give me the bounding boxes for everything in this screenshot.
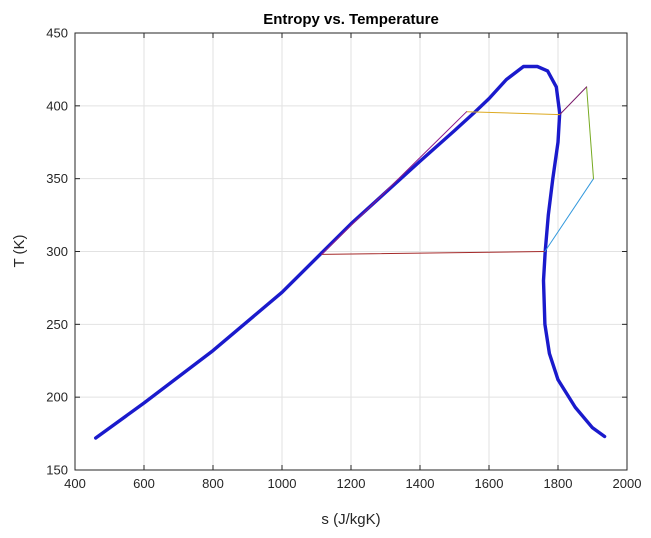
y-axis-label: T (K) <box>11 234 28 267</box>
x-tick-label: 800 <box>202 476 224 491</box>
x-tick-label: 1600 <box>475 476 504 491</box>
x-tick-label: 600 <box>133 476 155 491</box>
y-tick-label: 300 <box>46 244 68 259</box>
chart-title: Entropy vs. Temperature <box>263 11 439 28</box>
y-tick-label: 350 <box>46 171 68 186</box>
x-tick-label: 1200 <box>337 476 366 491</box>
y-tick-label: 150 <box>46 463 68 478</box>
series-layer <box>93 64 607 440</box>
cycle-process-line-5 <box>466 111 561 116</box>
x-tick-label: 400 <box>64 476 86 491</box>
x-tick-label: 1800 <box>544 476 573 491</box>
tick-layer: 400 600 800 1000 1200 1400 1600 1800 2000 150 200 2… <box>46 26 641 492</box>
x-tick-label: 2000 <box>613 476 642 491</box>
x-axis-label: s (J/kgK) <box>321 511 380 528</box>
y-tick-label: 400 <box>46 98 68 113</box>
grid-layer <box>75 33 627 470</box>
cycle-process-line-6 <box>321 111 468 255</box>
cycle-process-line-2 <box>544 178 594 252</box>
x-tick-label: 1400 <box>406 476 435 491</box>
y-tick-label: 250 <box>46 317 68 332</box>
cycle-process-line-3 <box>586 86 594 180</box>
y-tick-label: 200 <box>46 390 68 405</box>
y-tick-label: 450 <box>46 26 68 41</box>
x-tick-label: 1000 <box>268 476 297 491</box>
saturation-dome-line <box>93 64 607 440</box>
cycle-process-line-4 <box>559 86 588 116</box>
cycle-process-line-1 <box>321 251 546 255</box>
